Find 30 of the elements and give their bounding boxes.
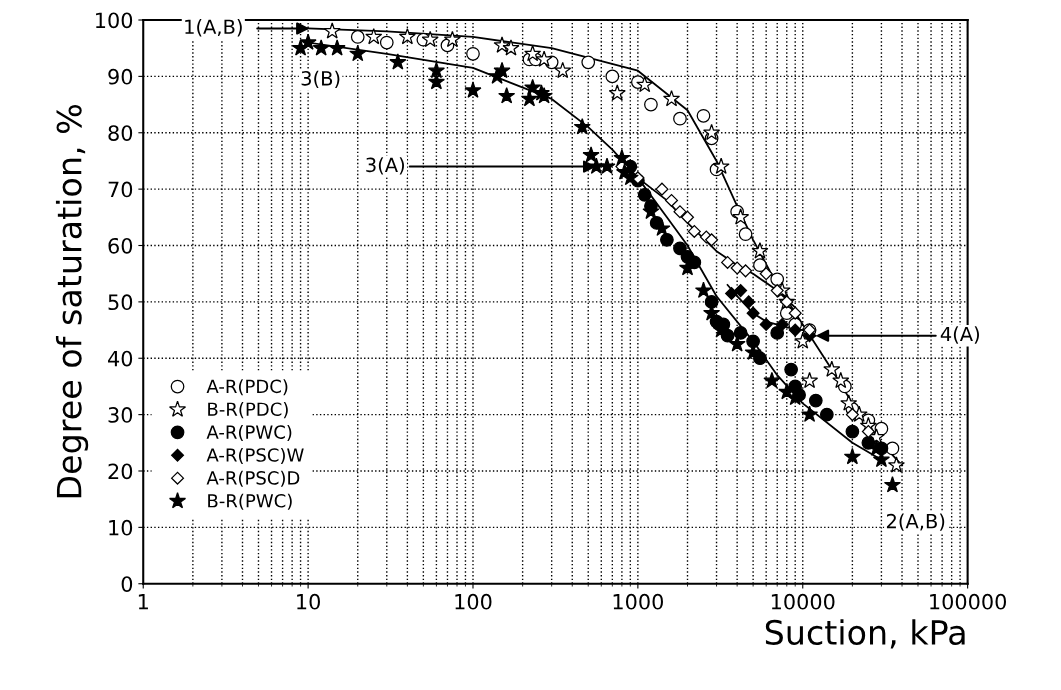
y-tick-label: 70 xyxy=(108,181,133,198)
x-tick-label: 10000 xyxy=(771,593,835,610)
y-tick-label: 30 xyxy=(108,407,133,423)
legend-label: A-R(PSC)D xyxy=(206,470,300,487)
y-tick-label: 10 xyxy=(109,519,133,536)
x-tick-label: 100 xyxy=(455,593,492,610)
legend-label: A-R(PWC) xyxy=(206,424,292,442)
y-tick-label: 60 xyxy=(108,237,133,254)
x-tick-label: 1000 xyxy=(613,593,663,610)
legend-label: B-R(PWC) xyxy=(208,493,292,510)
legend-label: B-R(PDC) xyxy=(208,402,288,419)
x-tick-label: 10 xyxy=(297,593,320,610)
y-tick-label: 0 xyxy=(121,576,133,592)
x-tick-label: 1 xyxy=(138,594,148,610)
y-tick-label: 90 xyxy=(108,68,133,85)
y-tick-label: 20 xyxy=(108,463,133,480)
x-axis-title: Suction, kPa xyxy=(765,619,965,649)
y-axis-title: Degree of saturation, % xyxy=(55,104,89,498)
y-tick-label: 40 xyxy=(108,350,133,367)
y-tick-label: 50 xyxy=(108,294,133,311)
y-tick-label: 100 xyxy=(96,12,133,29)
y-tick-label: 80 xyxy=(108,125,133,141)
annotation: 3(B) xyxy=(301,70,340,88)
annotation: 2(A,B) xyxy=(886,513,945,531)
annotation: 4(A) xyxy=(940,326,979,344)
legend-label: A-R(PDC) xyxy=(206,379,288,396)
annotation: 1(A,B) xyxy=(185,19,242,37)
legend-label: A-R(PSC)W xyxy=(206,447,304,464)
x-tick-label: 100000 xyxy=(930,593,1007,610)
annotation: 3(A) xyxy=(366,157,404,175)
